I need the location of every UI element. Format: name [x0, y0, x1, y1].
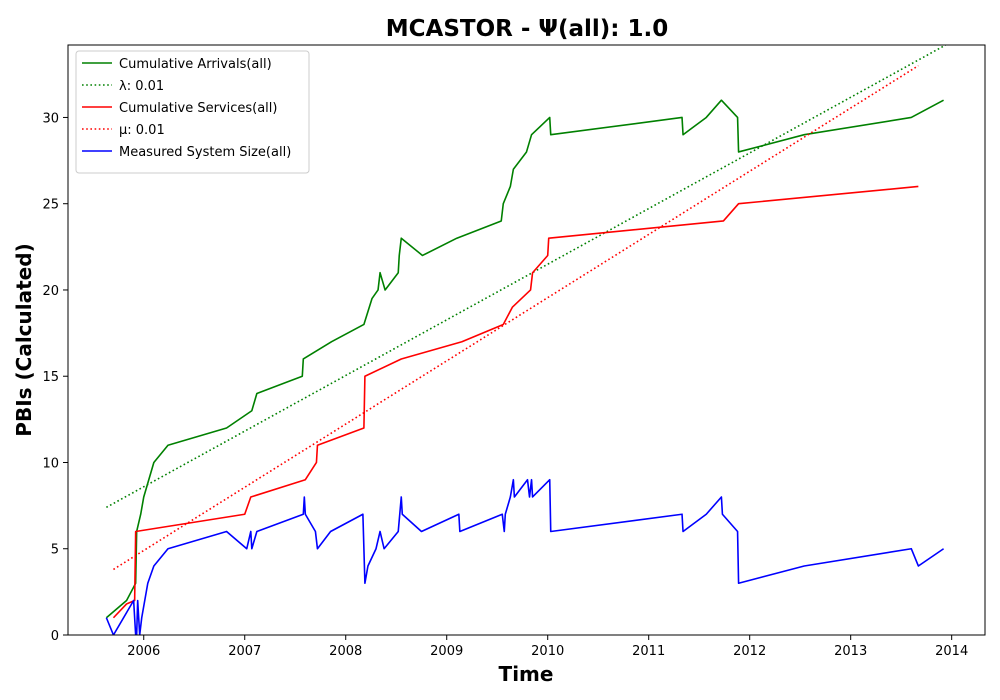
legend: Cumulative Arrivals(all) λ: 0.01 Cumulativ…: [75, 50, 310, 174]
x-tick-label: 2010: [531, 644, 564, 659]
x-axis: 2006 2007 2008 2009 2010 2011 2012 2013 2014: [127, 635, 968, 659]
x-tick-label: 2006: [127, 644, 160, 659]
chart-title: MCASTOR - Ψ(all): 1.0: [386, 16, 668, 42]
y-axis-label: PBIs (Calculated): [12, 243, 36, 436]
y-tick-label: 5: [51, 543, 59, 558]
legend-entry-label: μ: 0.01: [119, 123, 165, 138]
legend-box: [75, 50, 310, 174]
x-tick-label: 2013: [834, 644, 867, 659]
x-tick-label: 2011: [632, 644, 665, 659]
y-tick-label: 30: [42, 111, 59, 126]
y-tick-label: 0: [51, 629, 59, 644]
y-axis: 0 5 10 15 20 25 30: [42, 111, 68, 644]
x-tick-label: 2012: [733, 644, 766, 659]
y-tick-label: 10: [42, 456, 59, 471]
series-line-cumulative-arrivals-all: [105, 99, 944, 619]
legend-entry-label: Cumulative Services(all): [119, 101, 277, 116]
series-line-0-01: [113, 65, 919, 571]
y-tick-label: 25: [42, 198, 59, 213]
x-axis-label: Time: [499, 662, 554, 686]
series-line-0-01: [105, 45, 946, 509]
series-line-measured-system-size-all: [105, 478, 945, 635]
x-tick-label: 2014: [935, 644, 968, 659]
legend-entry-label: λ: 0.01: [119, 79, 164, 94]
y-tick-label: 15: [42, 370, 59, 385]
x-tick-label: 2009: [430, 644, 463, 659]
x-tick-label: 2007: [228, 644, 261, 659]
legend-entry-label: Measured System Size(all): [119, 145, 291, 160]
x-tick-label: 2008: [329, 644, 362, 659]
plot-area: [105, 45, 946, 635]
plot-frame: [67, 44, 986, 636]
series-line-cumulative-services-all: [112, 185, 919, 619]
legend-entry-label: Cumulative Arrivals(all): [119, 57, 272, 72]
y-tick-label: 20: [42, 284, 59, 299]
